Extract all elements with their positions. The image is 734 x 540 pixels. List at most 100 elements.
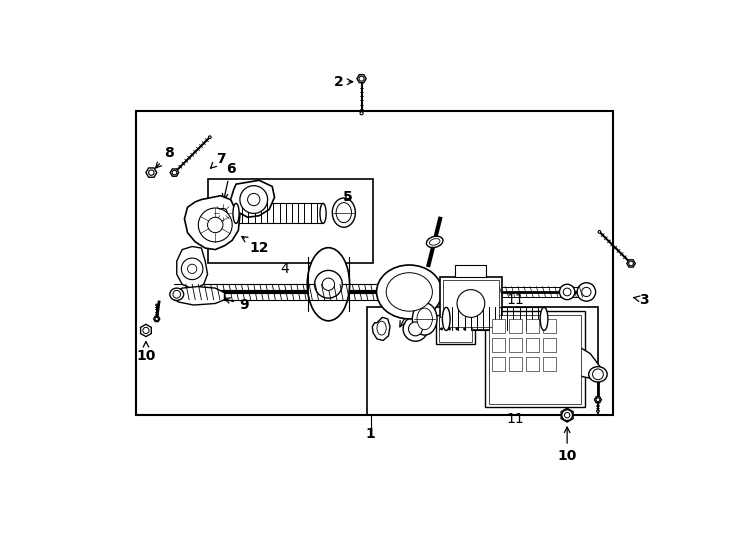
Circle shape xyxy=(592,369,603,380)
Bar xyxy=(509,319,522,333)
Ellipse shape xyxy=(417,308,432,330)
Circle shape xyxy=(562,410,573,421)
Polygon shape xyxy=(595,397,601,403)
Circle shape xyxy=(440,328,443,330)
Circle shape xyxy=(173,291,181,298)
Bar xyxy=(367,307,598,415)
Circle shape xyxy=(409,322,422,336)
Bar xyxy=(208,179,373,264)
Circle shape xyxy=(582,287,591,296)
Bar xyxy=(526,338,539,352)
Circle shape xyxy=(156,304,158,306)
Circle shape xyxy=(214,204,231,221)
Ellipse shape xyxy=(333,198,355,227)
Circle shape xyxy=(464,328,466,330)
Text: 3: 3 xyxy=(633,293,649,307)
Polygon shape xyxy=(172,287,225,305)
Ellipse shape xyxy=(413,303,437,335)
Circle shape xyxy=(315,271,342,298)
Circle shape xyxy=(597,410,599,413)
Bar xyxy=(436,315,475,345)
Text: 11: 11 xyxy=(506,293,524,307)
Bar xyxy=(543,319,556,333)
Ellipse shape xyxy=(308,248,349,321)
Bar xyxy=(543,338,556,352)
Bar xyxy=(509,338,522,352)
Polygon shape xyxy=(357,75,366,83)
Ellipse shape xyxy=(386,273,432,311)
Polygon shape xyxy=(146,168,157,177)
Circle shape xyxy=(187,264,197,273)
Circle shape xyxy=(456,328,458,330)
Bar xyxy=(493,357,505,372)
Circle shape xyxy=(564,413,570,418)
Circle shape xyxy=(596,398,600,402)
Polygon shape xyxy=(141,325,151,336)
Circle shape xyxy=(577,283,595,301)
Ellipse shape xyxy=(377,265,442,319)
Circle shape xyxy=(172,170,177,175)
Ellipse shape xyxy=(320,204,326,224)
Circle shape xyxy=(208,217,223,233)
Ellipse shape xyxy=(429,239,440,245)
Circle shape xyxy=(198,208,232,242)
Circle shape xyxy=(359,76,364,81)
Text: 10: 10 xyxy=(137,349,156,363)
Text: 10: 10 xyxy=(557,449,577,463)
Ellipse shape xyxy=(170,288,184,300)
Circle shape xyxy=(322,278,335,291)
Text: 13: 13 xyxy=(400,296,423,327)
Ellipse shape xyxy=(336,202,352,222)
Bar xyxy=(443,280,498,327)
Circle shape xyxy=(598,231,601,233)
Bar xyxy=(509,357,522,372)
Circle shape xyxy=(247,193,260,206)
Ellipse shape xyxy=(589,367,607,382)
Circle shape xyxy=(149,170,154,176)
Polygon shape xyxy=(627,260,636,267)
Bar xyxy=(440,276,501,330)
Text: 11: 11 xyxy=(506,412,524,426)
Circle shape xyxy=(155,317,159,321)
Circle shape xyxy=(143,327,149,334)
Polygon shape xyxy=(177,247,208,289)
Ellipse shape xyxy=(426,237,443,247)
Polygon shape xyxy=(561,408,573,422)
Bar xyxy=(456,265,487,276)
Polygon shape xyxy=(184,195,240,249)
Polygon shape xyxy=(153,316,160,321)
Circle shape xyxy=(448,328,451,330)
Circle shape xyxy=(240,186,268,213)
Bar xyxy=(136,111,614,415)
Text: 4: 4 xyxy=(280,262,289,276)
Bar xyxy=(489,315,581,403)
Text: 6: 6 xyxy=(222,162,236,199)
Ellipse shape xyxy=(443,307,450,330)
Circle shape xyxy=(360,112,363,115)
Circle shape xyxy=(457,289,484,318)
Circle shape xyxy=(403,316,428,341)
Circle shape xyxy=(208,136,211,139)
Polygon shape xyxy=(539,338,602,379)
Text: 8: 8 xyxy=(156,146,174,168)
Polygon shape xyxy=(170,169,178,176)
Bar xyxy=(493,338,505,352)
Circle shape xyxy=(563,288,571,296)
Circle shape xyxy=(559,284,575,300)
Text: 9: 9 xyxy=(225,298,249,312)
Ellipse shape xyxy=(233,204,239,224)
Text: 12: 12 xyxy=(241,237,269,255)
Text: 2: 2 xyxy=(333,75,353,89)
Bar xyxy=(543,357,556,372)
Ellipse shape xyxy=(540,307,548,330)
Bar xyxy=(484,311,585,408)
Circle shape xyxy=(181,258,203,280)
Bar xyxy=(493,319,505,333)
Polygon shape xyxy=(372,318,390,340)
Text: 5: 5 xyxy=(343,190,352,204)
Bar xyxy=(526,319,539,333)
Text: 7: 7 xyxy=(211,152,225,168)
Circle shape xyxy=(629,261,633,266)
Polygon shape xyxy=(230,180,275,217)
Text: 1: 1 xyxy=(366,427,376,441)
